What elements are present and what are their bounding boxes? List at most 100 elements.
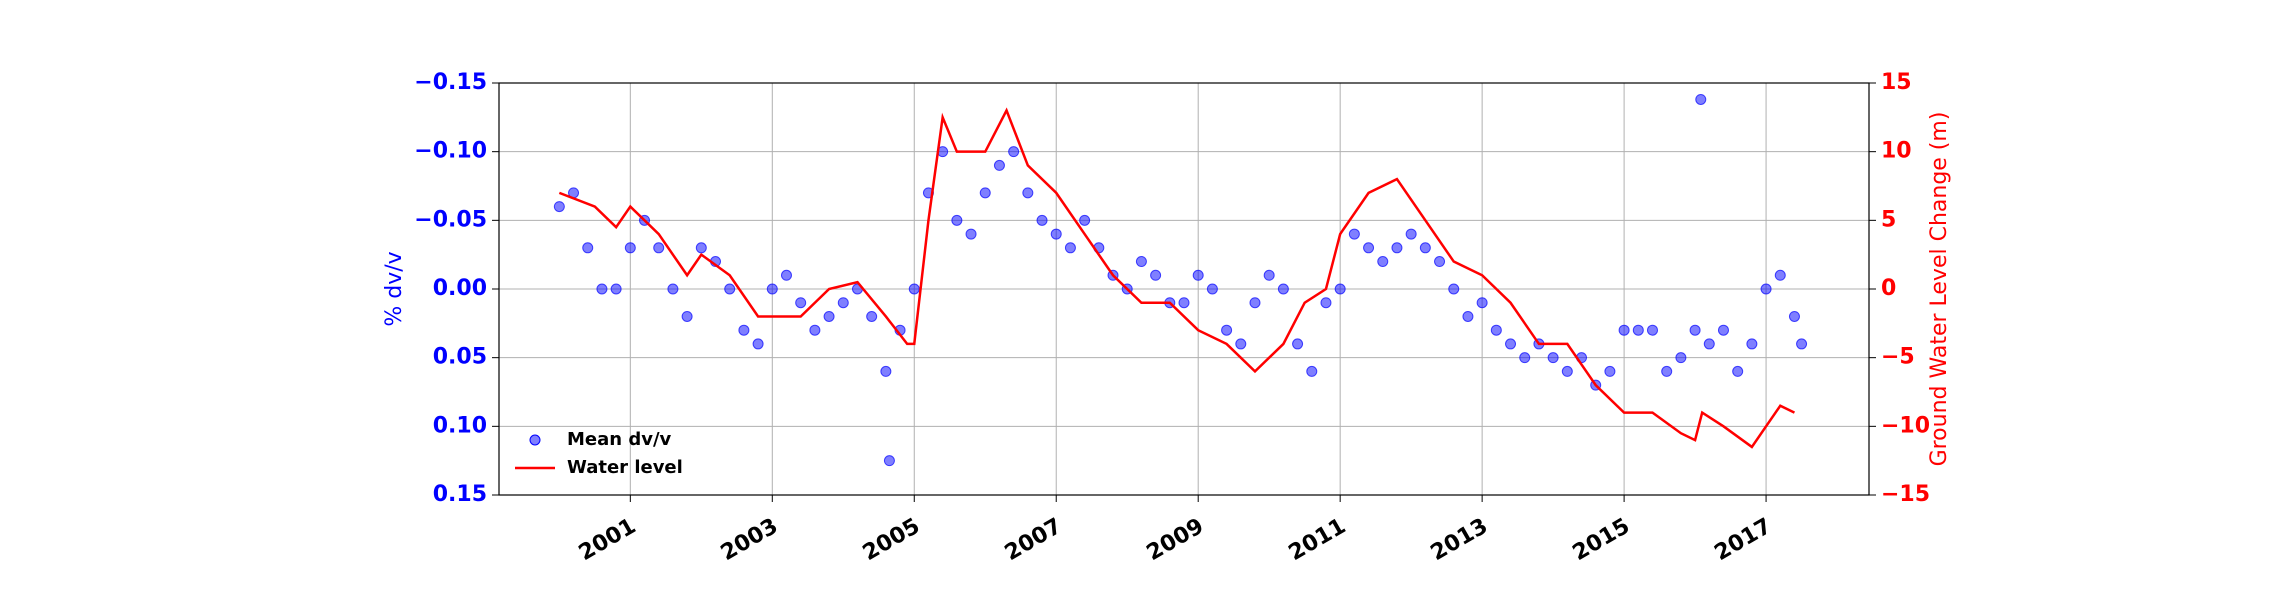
point [1675, 352, 1687, 364]
x-tick-label: 2009 [1143, 514, 1209, 566]
point [880, 365, 892, 377]
x-tick-label: 2017 [1711, 514, 1777, 566]
x-tick-label: 2015 [1569, 514, 1635, 566]
point [1306, 365, 1318, 377]
point [1434, 256, 1446, 268]
point [823, 310, 835, 322]
point [624, 242, 636, 254]
y-tick-label: −0.05 [414, 207, 487, 232]
point [695, 242, 707, 254]
point [908, 283, 920, 295]
x-tick-label: 2003 [717, 514, 783, 566]
point [1632, 324, 1644, 336]
point [752, 338, 764, 350]
point [681, 310, 693, 322]
legend-label: Water level [567, 457, 683, 478]
point [1661, 365, 1673, 377]
point [965, 228, 977, 240]
point [1618, 324, 1630, 336]
point [596, 283, 608, 295]
line [558, 107, 1796, 449]
point [1561, 365, 1573, 377]
y-tick-label: −0.10 [414, 139, 487, 164]
plot-frame [498, 82, 1870, 496]
point [1377, 256, 1389, 268]
point [1505, 338, 1517, 350]
point [1788, 310, 1800, 322]
point [1022, 187, 1034, 199]
point [1760, 283, 1772, 295]
point [1036, 214, 1048, 226]
point [610, 283, 622, 295]
point [795, 297, 807, 309]
legend-marker [529, 434, 541, 446]
x-tick-label: 2007 [1001, 514, 1067, 566]
point [1689, 324, 1701, 336]
y-tick-label: −0.15 [414, 70, 487, 95]
point [1703, 338, 1715, 350]
point [1405, 228, 1417, 240]
point [1717, 324, 1729, 336]
point [1646, 324, 1658, 336]
y-tick-label: 0.10 [433, 413, 487, 438]
point [1519, 352, 1531, 364]
point [1192, 269, 1204, 281]
point [809, 324, 821, 336]
point [1604, 365, 1616, 377]
y2-tick-label: 10 [1881, 139, 1912, 164]
point [1050, 228, 1062, 240]
point [1334, 283, 1346, 295]
point [582, 242, 594, 254]
point [766, 283, 778, 295]
legend-label: Mean dv/v [567, 429, 672, 450]
point [1150, 269, 1162, 281]
y2-axis-label: Ground Water Level Change (m) [1927, 112, 1952, 467]
point [1746, 338, 1758, 350]
point [738, 324, 750, 336]
point [780, 269, 792, 281]
point [1547, 352, 1559, 364]
y2-tick-label: −15 [1881, 482, 1930, 507]
point [1348, 228, 1360, 240]
point [1135, 256, 1147, 268]
y2-tick-label: 15 [1881, 70, 1912, 95]
point [1008, 146, 1020, 158]
point [1292, 338, 1304, 350]
point [1448, 283, 1460, 295]
point [653, 242, 665, 254]
point [1235, 338, 1247, 350]
point [1277, 283, 1289, 295]
x-tick-label: 2013 [1427, 514, 1493, 566]
point [1064, 242, 1076, 254]
point [1419, 242, 1431, 254]
point [866, 310, 878, 322]
y2-tick-label: 5 [1881, 207, 1896, 232]
point [1178, 297, 1190, 309]
point [883, 455, 895, 467]
point [1249, 297, 1261, 309]
y2-tick-label: −10 [1881, 413, 1930, 438]
point [1391, 242, 1403, 254]
y-tick-label: 0.05 [433, 345, 487, 370]
point [1462, 310, 1474, 322]
y-tick-label: 0.15 [433, 482, 487, 507]
point [837, 297, 849, 309]
point [1079, 214, 1091, 226]
point [1732, 365, 1744, 377]
y2-tick-label: −5 [1881, 345, 1915, 370]
point [667, 283, 679, 295]
point [1476, 297, 1488, 309]
point [724, 283, 736, 295]
y2-tick-label: 0 [1881, 276, 1896, 301]
point [1206, 283, 1218, 295]
point [1774, 269, 1786, 281]
point [1320, 297, 1332, 309]
x-tick-label: 2001 [575, 514, 641, 566]
point [979, 187, 991, 199]
point [1490, 324, 1502, 336]
point [1796, 338, 1808, 350]
point [1263, 269, 1275, 281]
point [1363, 242, 1375, 254]
point [1695, 93, 1707, 105]
